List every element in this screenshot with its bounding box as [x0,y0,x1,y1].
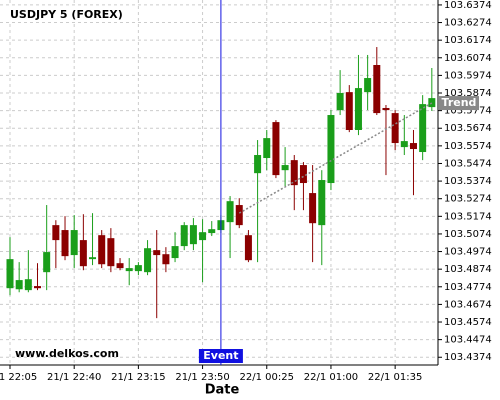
candle-body [336,93,344,111]
trend-label-bg [439,96,479,111]
x-tick-label: 21/1 23:50 [175,372,229,383]
candle-body [34,286,42,289]
candle-body [244,235,252,261]
y-tick-label: 103.5774 [444,106,492,117]
candle-body [208,229,216,234]
y-tick-label: 103.4674 [444,299,492,310]
candle-body [15,280,23,290]
candle-body [226,201,234,223]
event-label-bg [198,349,243,363]
y-tick-label: 103.4974 [444,247,492,258]
y-tick-label: 103.4574 [444,317,492,328]
x-tick-label: 22/1 01:00 [304,372,358,383]
candle-body [125,268,133,272]
candle-body [281,165,289,171]
x-tick-label: 22/1 01:35 [368,372,422,383]
candle-body [89,257,97,260]
y-tick-label: 103.4774 [444,282,492,293]
y-tick-label: 103.6374 [444,0,492,11]
candle-body [409,143,417,150]
candle-body [61,230,69,257]
candle-body [70,230,78,256]
y-tick-label: 103.5674 [444,123,492,134]
candle-body [107,238,115,267]
candle-body [52,225,60,241]
trend-label: Trend [442,96,477,109]
y-tick-label: 103.5974 [444,70,492,81]
y-tick-label: 103.4374 [444,352,492,363]
watermark: www.delkos.com [15,347,119,360]
x-tick-label: 21/1 22:40 [47,372,101,383]
y-tick-label: 103.6074 [444,53,492,64]
candle-body [79,240,87,267]
candle-body [180,225,188,247]
candle-body [345,92,353,131]
title-bg [4,6,116,22]
candle-body [162,254,170,265]
y-tick-label: 103.5274 [444,194,492,205]
y-tick-label: 103.5874 [444,88,492,99]
candle-body [153,250,161,256]
y-tick-label: 103.5074 [444,229,492,240]
y-tick-label: 103.4474 [444,335,492,346]
candle-body [116,263,124,269]
y-tick-label: 103.6274 [444,18,492,29]
x-tick-label: 21/1 23:15 [111,372,165,383]
y-tick-label: 103.5374 [444,176,492,187]
candle-body [6,259,14,289]
candle-body [327,115,335,184]
event-label: Event [203,349,238,362]
candle-body [24,279,32,291]
candle-body [235,205,243,226]
candle-body [299,165,307,184]
trend-line [238,102,433,214]
candle-body [318,180,326,226]
candle-body [419,104,427,153]
candle-body [382,107,390,111]
x-axis-title: Date [205,383,240,398]
y-tick-label: 103.5174 [444,211,492,222]
candle-body [189,225,197,245]
y-tick-label: 103.5474 [444,158,492,169]
x-tick-label: 22/1 00:25 [240,372,294,383]
candle-body [98,235,106,265]
y-tick-label: 103.6174 [444,35,492,46]
candle-body [134,265,142,272]
candle-body [43,252,51,273]
candle-body [428,98,436,108]
candle-body [144,248,152,273]
candle-body [199,232,207,241]
y-tick-label: 103.4874 [444,264,492,275]
chart-title: USDJPY 5 (FOREX) [10,8,123,21]
y-tick-label: 103.5574 [444,141,492,152]
candle-body [364,78,372,93]
candle-body [254,155,262,174]
x-tick-label: 21/1 22:05 [0,372,37,383]
candle-body [171,246,179,259]
candle-body [309,193,317,224]
candle-body [272,122,280,176]
candle-body [354,88,362,131]
candle-body [391,113,399,144]
candle-body [263,138,271,159]
candle-body [373,65,381,114]
candle-body [400,141,408,148]
candle-body [290,160,298,186]
